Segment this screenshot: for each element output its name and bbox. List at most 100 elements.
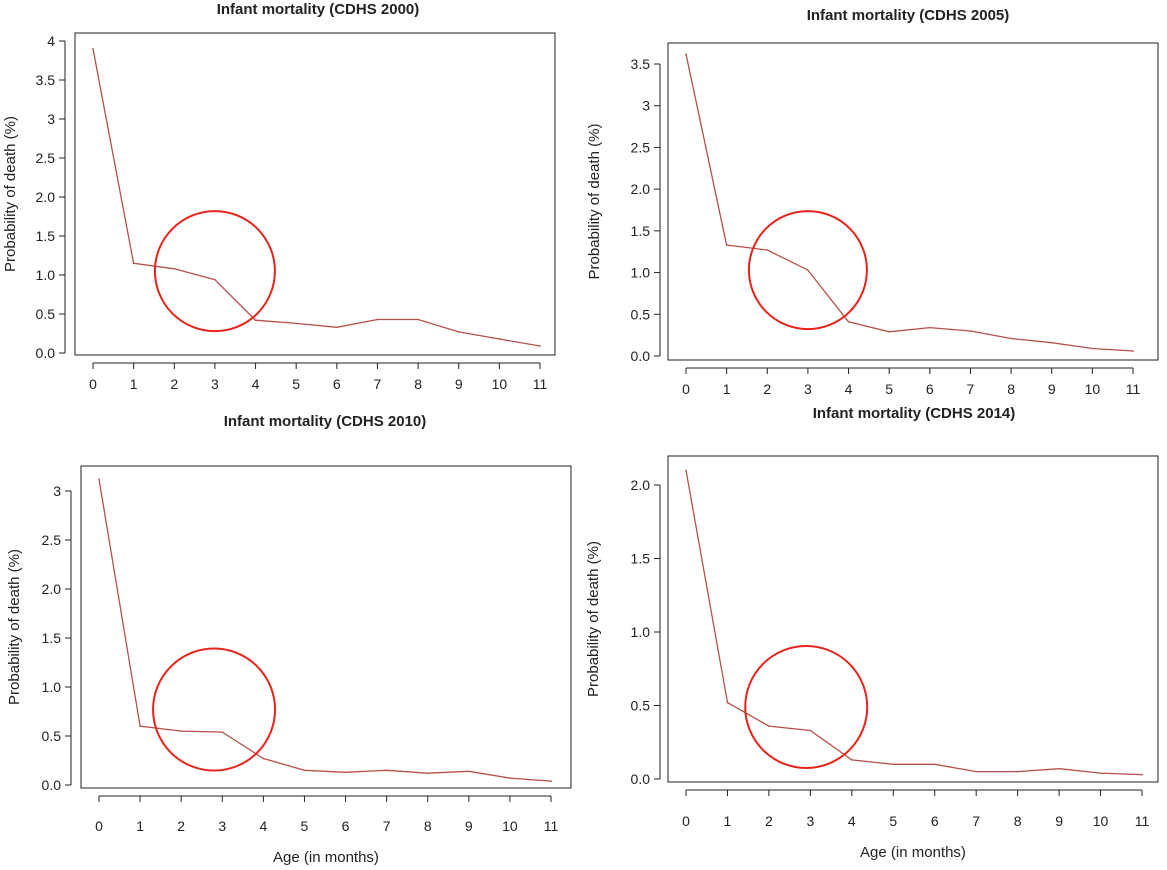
highlight-circle	[152, 647, 277, 772]
y-axis: 0.0 0.5 1.0 1.5 2.0 2.5 3 3.5	[631, 56, 661, 364]
y-tick-label: 1.5	[36, 228, 56, 244]
chart-panel-1: Infant mortality (CDHS 2000) 0.0 0.5 1.0 1.5…	[2, 1, 556, 392]
y-tick-label: 3.5	[36, 72, 56, 88]
x-tick-label: 9	[1048, 381, 1056, 397]
x-tick-label: 9	[1055, 813, 1063, 829]
data-point	[336, 326, 338, 329]
x-tick-label: 4	[252, 376, 260, 392]
x-tick-label: 9	[465, 818, 473, 834]
data-point	[417, 318, 419, 321]
x-tick-label: 7	[967, 381, 975, 397]
y-tick-label: 1.0	[36, 267, 56, 283]
y-tick-label: 2.5	[42, 532, 62, 548]
y-tick-label: 1.5	[42, 630, 62, 646]
data-point	[768, 725, 770, 727]
y-tick-label: 1.5	[631, 551, 651, 567]
y-tick-label: 0.0	[36, 345, 56, 361]
data-point	[892, 763, 895, 766]
x-tick-label: 8	[414, 376, 422, 392]
x-tick-label: 8	[424, 818, 432, 834]
chart-panel-2: Infant mortality (CDHS 2005) 0.0 0.5 1.0 1.5…	[586, 7, 1159, 397]
data-point	[221, 731, 224, 733]
data-point	[98, 478, 100, 481]
data-point	[1099, 772, 1102, 774]
data-point	[929, 326, 931, 329]
x-axis-label: Age (in months)	[273, 849, 379, 866]
highlight-circle	[744, 644, 869, 769]
data-point	[509, 777, 511, 779]
x-tick-label: 11	[533, 376, 548, 392]
chart-title: Infant mortality (CDHS 2010)	[224, 413, 427, 430]
y-tick-label: 0.0	[631, 348, 651, 364]
y-tick-label: 2.0	[631, 181, 651, 197]
x-tick-label: 1	[724, 813, 732, 829]
y-tick-label: 2.0	[631, 477, 651, 493]
data-point	[385, 769, 388, 772]
plot-frame	[74, 32, 556, 356]
x-tick-label: 2	[763, 381, 771, 397]
x-tick-label: 10	[1085, 381, 1101, 397]
y-tick-label: 2.5	[631, 139, 651, 155]
data-point	[933, 763, 936, 766]
x-tick-label: 8	[1014, 813, 1022, 829]
data-point	[809, 729, 812, 732]
data-point	[1132, 350, 1134, 352]
data-point	[725, 244, 728, 246]
data-point	[173, 267, 176, 270]
x-tick-label: 7	[972, 813, 980, 829]
x-axis: 0 1 2 3 4 5 6 7 8 9 10 11	[682, 789, 1149, 829]
data-point	[975, 770, 977, 773]
y-tick-label: 0.0	[631, 771, 651, 787]
y-axis: 0.0 0.5 1.0 1.5 2.0 2.5 3	[42, 483, 72, 793]
x-tick-label: 8	[1007, 381, 1015, 397]
data-point	[426, 772, 429, 775]
x-tick-label: 4	[845, 381, 853, 397]
series-line	[685, 470, 1143, 776]
data-point	[1016, 770, 1019, 773]
x-tick-label: 6	[931, 813, 939, 829]
y-axis-label: Probability of death (%)	[2, 116, 19, 272]
highlight-circle	[747, 210, 868, 331]
x-tick-label: 6	[926, 381, 934, 397]
x-tick-label: 10	[1093, 813, 1109, 829]
y-tick-label: 1.5	[631, 223, 651, 239]
y-tick-label: 0.0	[42, 777, 62, 793]
data-point	[262, 757, 265, 760]
x-tick-label: 4	[848, 813, 856, 829]
data-point	[1141, 773, 1143, 776]
x-tick-label: 9	[455, 376, 463, 392]
x-axis: 0 1 2 3 4 5 6 7 8 9 10 11	[89, 362, 548, 392]
series-line	[685, 53, 1134, 352]
y-axis-label: Probability of death (%)	[586, 124, 603, 280]
data-point	[468, 770, 470, 773]
x-tick-label: 3	[806, 813, 814, 829]
x-tick-label: 2	[170, 376, 178, 392]
x-tick-label: 1	[130, 376, 138, 392]
y-tick-label: 2.0	[36, 189, 56, 205]
y-tick-label: 3	[53, 483, 61, 499]
data-point	[295, 322, 297, 325]
x-tick-label: 3	[804, 381, 812, 397]
chart-title: Infant mortality (CDHS 2014)	[813, 405, 1016, 422]
data-point	[1091, 347, 1094, 350]
x-tick-label: 11	[544, 818, 559, 834]
series-line	[92, 48, 541, 347]
data-point	[550, 780, 552, 782]
x-axis: 0 1 2 3 4 5 6 7 8 9 10 11	[682, 367, 1140, 397]
data-point	[254, 319, 257, 322]
data-point	[498, 338, 501, 340]
x-tick-label: 1	[723, 381, 731, 397]
x-tick-label: 6	[342, 818, 350, 834]
x-tick-label: 6	[333, 376, 341, 392]
y-tick-label: 0.5	[42, 728, 62, 744]
data-point	[303, 769, 306, 772]
data-point	[139, 725, 141, 727]
data-point	[847, 320, 850, 323]
y-tick-label: 2.0	[42, 581, 62, 597]
data-point	[851, 759, 853, 761]
x-tick-label: 2	[765, 813, 773, 829]
y-tick-label: 4	[47, 33, 55, 49]
y-tick-label: 3.5	[631, 56, 651, 72]
y-tick-label: 0.5	[36, 306, 56, 322]
